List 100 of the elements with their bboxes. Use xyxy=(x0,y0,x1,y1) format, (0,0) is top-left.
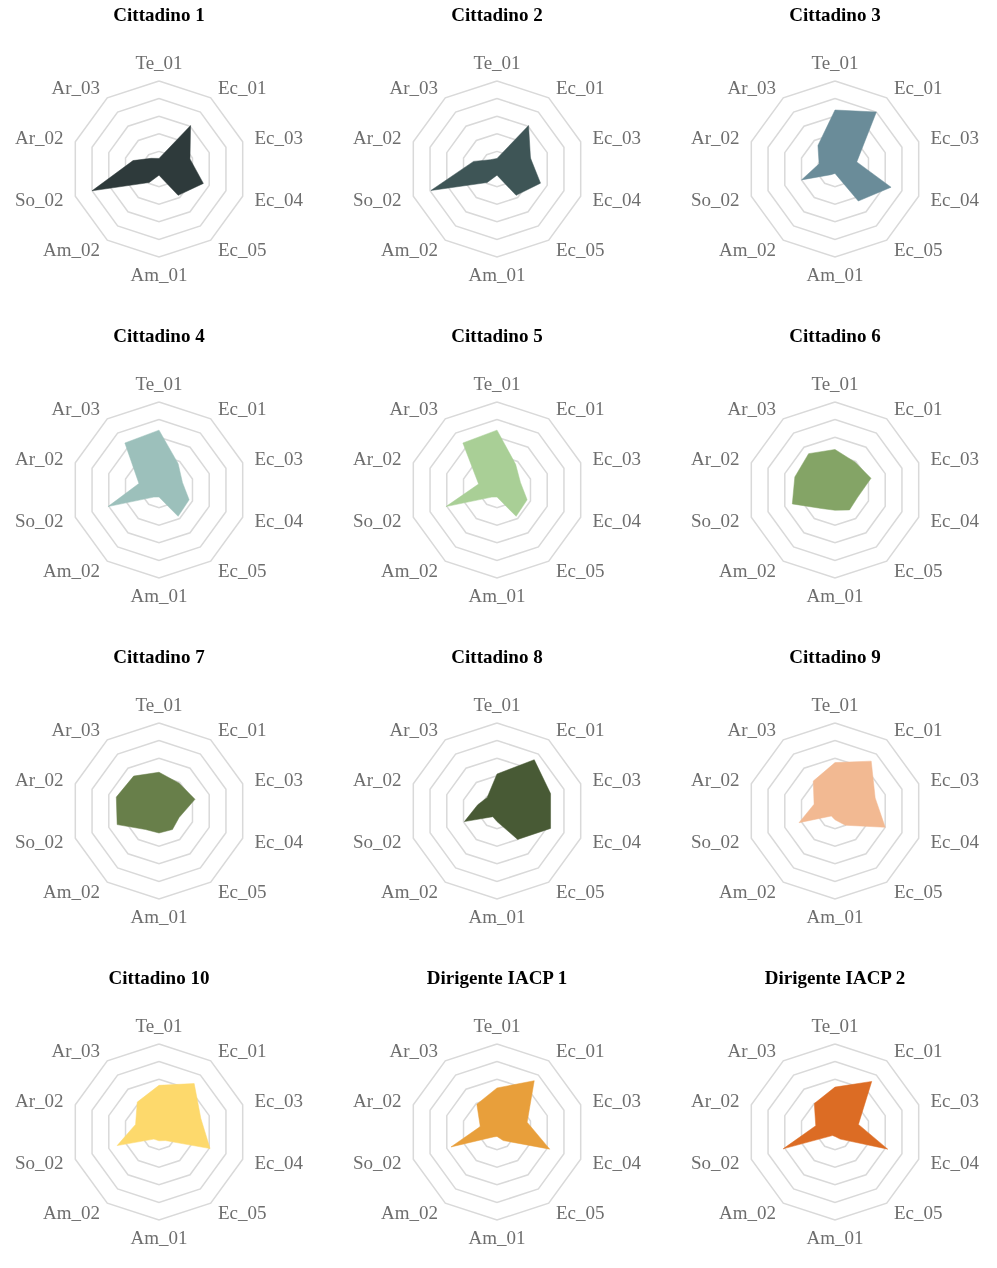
spoke-label: So_02 xyxy=(353,189,402,211)
spoke-label: Ec_04 xyxy=(592,510,642,532)
spoke-label: Ec_01 xyxy=(217,76,267,98)
chart-title: Dirigente IACP 1 xyxy=(426,967,568,988)
spoke-label: Te_01 xyxy=(811,694,859,716)
spoke-label: So_02 xyxy=(353,831,402,853)
spoke-label: Ar_03 xyxy=(389,718,439,740)
spoke-label: Ec_05 xyxy=(893,1202,943,1224)
spoke-label: Ec_05 xyxy=(555,1202,605,1224)
spoke-label: Ec_04 xyxy=(592,189,642,211)
spoke-label: Te_01 xyxy=(473,694,521,716)
spoke-label: So_02 xyxy=(15,1152,64,1174)
spoke-label: Ec_04 xyxy=(930,189,980,211)
spoke-label: Ar_03 xyxy=(389,397,439,419)
spoke-label: Ar_03 xyxy=(727,76,777,98)
spoke-label: Ec_01 xyxy=(217,1039,267,1061)
spoke-label: So_02 xyxy=(691,1152,740,1174)
spoke-label: Ar_03 xyxy=(727,718,777,740)
spoke-label: Ec_04 xyxy=(592,1152,642,1174)
spoke-label: So_02 xyxy=(15,189,64,211)
spoke-label: Ec_03 xyxy=(592,768,641,790)
spoke-label: Te_01 xyxy=(811,1015,859,1037)
spoke-label: Am_02 xyxy=(381,239,439,261)
spoke-label: Ar_02 xyxy=(15,1089,64,1111)
spoke-label: Ar_02 xyxy=(353,768,402,790)
spoke-label: Am_02 xyxy=(719,239,777,261)
spoke-label: Ec_03 xyxy=(254,1089,303,1111)
spoke-label: So_02 xyxy=(353,510,402,532)
spoke-label: Ec_01 xyxy=(555,718,605,740)
spoke-label: Ar_02 xyxy=(353,126,402,148)
spoke-label: Ec_04 xyxy=(930,831,980,853)
spoke-label: Ec_05 xyxy=(217,1202,267,1224)
chart-title: Cittadino 10 xyxy=(108,967,210,988)
spoke-label: Te_01 xyxy=(473,1015,521,1037)
spoke-label: Am_01 xyxy=(468,1226,526,1248)
spoke-label: Ec_03 xyxy=(254,447,303,469)
spoke-label: Ec_03 xyxy=(930,126,979,148)
spoke-label: So_02 xyxy=(691,189,740,211)
spoke-label: Am_02 xyxy=(43,1202,101,1224)
spoke-label: Ec_03 xyxy=(930,447,979,469)
spoke-label: Ec_04 xyxy=(592,831,642,853)
spoke-label: Ec_05 xyxy=(555,560,605,582)
chart-title: Cittadino 3 xyxy=(789,4,881,25)
spoke-label: Te_01 xyxy=(811,373,859,395)
spoke-label: Ec_04 xyxy=(254,1152,304,1174)
spoke-label: Te_01 xyxy=(135,694,183,716)
spoke-label: Ec_05 xyxy=(893,239,943,261)
spoke-label: Ar_02 xyxy=(353,447,402,469)
spoke-label: Ec_01 xyxy=(217,718,267,740)
spoke-label: Te_01 xyxy=(473,373,521,395)
spoke-label: Ar_02 xyxy=(15,126,64,148)
spoke-label: Ec_04 xyxy=(254,189,304,211)
spoke-label: Ec_01 xyxy=(893,397,943,419)
spoke-label: Te_01 xyxy=(811,52,859,74)
chart-title: Dirigente IACP 2 xyxy=(764,967,906,988)
spoke-label: Am_01 xyxy=(468,905,526,927)
spoke-label: Ar_02 xyxy=(353,1089,402,1111)
chart-title: Cittadino 2 xyxy=(451,4,543,25)
spoke-label: Ec_05 xyxy=(555,881,605,903)
spoke-label: Ar_03 xyxy=(389,76,439,98)
spoke-label: Ar_02 xyxy=(691,1089,740,1111)
spoke-label: Am_01 xyxy=(806,263,864,285)
spoke-label: Ar_02 xyxy=(15,768,64,790)
spoke-label: Ec_01 xyxy=(217,397,267,419)
spoke-label: Am_01 xyxy=(806,1226,864,1248)
spoke-label: Am_01 xyxy=(468,263,526,285)
spoke-label: So_02 xyxy=(15,831,64,853)
spoke-label: Ec_03 xyxy=(592,126,641,148)
spoke-label: Ec_03 xyxy=(254,126,303,148)
spoke-label: Ec_04 xyxy=(930,1152,980,1174)
spoke-label: Ar_03 xyxy=(51,1039,101,1061)
chart-title: Cittadino 4 xyxy=(113,325,206,346)
spoke-label: Ar_03 xyxy=(51,718,101,740)
spoke-label: Ec_01 xyxy=(893,718,943,740)
spoke-label: Te_01 xyxy=(135,1015,183,1037)
spoke-label: Ec_05 xyxy=(893,881,943,903)
spoke-label: Am_01 xyxy=(130,584,188,606)
spoke-label: Am_02 xyxy=(381,881,439,903)
spoke-label: Ec_01 xyxy=(555,397,605,419)
spoke-label: Am_02 xyxy=(43,881,101,903)
spoke-label: Am_02 xyxy=(43,239,101,261)
spoke-label: Am_02 xyxy=(719,881,777,903)
spoke-label: Am_01 xyxy=(468,584,526,606)
spoke-label: Ar_02 xyxy=(691,126,740,148)
spoke-label: Te_01 xyxy=(135,52,183,74)
spoke-label: Ec_01 xyxy=(555,1039,605,1061)
spoke-label: So_02 xyxy=(691,831,740,853)
spoke-label: Ec_01 xyxy=(893,1039,943,1061)
spoke-label: Ec_03 xyxy=(592,447,641,469)
spoke-label: So_02 xyxy=(353,1152,402,1174)
spoke-label: Am_02 xyxy=(381,1202,439,1224)
chart-title: Cittadino 6 xyxy=(789,325,881,346)
spoke-label: Te_01 xyxy=(473,52,521,74)
chart-title: Cittadino 7 xyxy=(113,646,206,667)
spoke-label: Ec_03 xyxy=(930,768,979,790)
spoke-label: Ar_03 xyxy=(51,76,101,98)
spoke-label: Ec_04 xyxy=(254,510,304,532)
spoke-label: Ar_02 xyxy=(691,768,740,790)
spoke-label: Am_01 xyxy=(130,1226,188,1248)
chart-title: Cittadino 5 xyxy=(451,325,543,346)
